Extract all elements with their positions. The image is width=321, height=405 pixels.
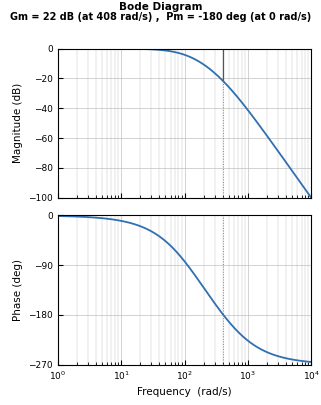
X-axis label: Frequency  (rad/s): Frequency (rad/s) (137, 387, 232, 397)
Y-axis label: Magnitude (dB): Magnitude (dB) (13, 83, 22, 163)
Y-axis label: Phase (deg): Phase (deg) (13, 259, 22, 321)
Text: Bode Diagram: Bode Diagram (119, 2, 202, 12)
Text: Gm = 22 dB (at 408 rad/s) ,  Pm = -180 deg (at 0 rad/s): Gm = 22 dB (at 408 rad/s) , Pm = -180 de… (10, 12, 311, 22)
